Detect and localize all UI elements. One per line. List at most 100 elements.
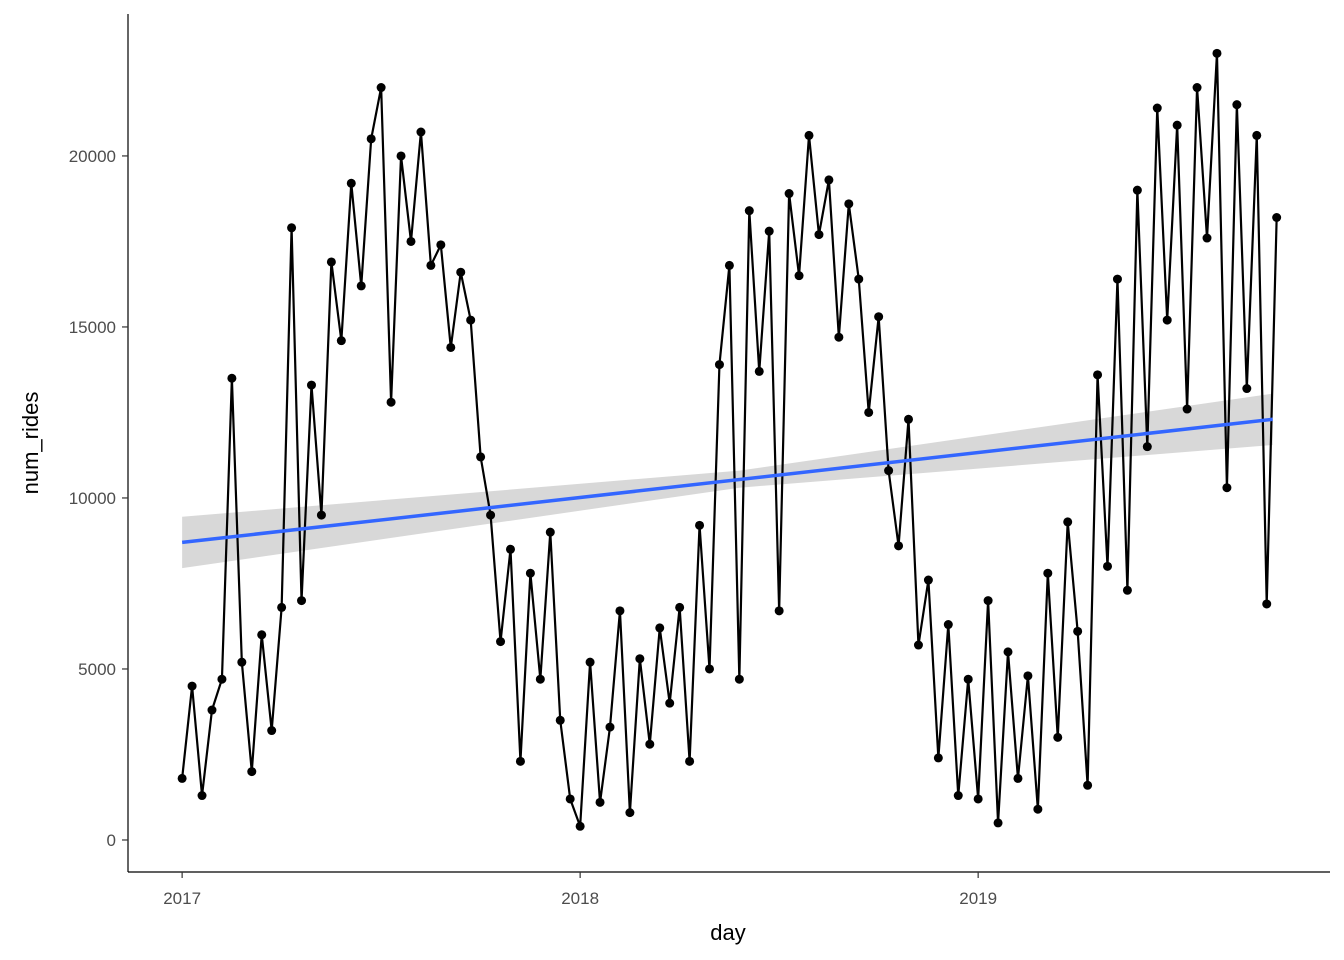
data-point	[923, 575, 933, 585]
data-point	[187, 681, 197, 691]
data-point	[1232, 100, 1242, 110]
data-point	[1093, 370, 1103, 380]
data-point	[615, 606, 625, 616]
x-axis-title: day	[710, 920, 745, 945]
data-point	[724, 260, 734, 270]
data-point	[416, 127, 426, 137]
data-point	[386, 397, 396, 407]
x-tick-label: 2017	[163, 889, 201, 908]
data-point	[1212, 48, 1222, 58]
data-point	[714, 360, 724, 370]
data-point	[864, 407, 874, 417]
data-point	[575, 821, 585, 831]
data-point	[904, 414, 914, 424]
data-point	[406, 236, 416, 246]
data-point	[297, 596, 307, 606]
data-point	[585, 657, 595, 667]
data-point	[346, 178, 356, 188]
data-point	[894, 541, 904, 551]
x-tick-label: 2018	[561, 889, 599, 908]
data-point	[973, 794, 983, 804]
data-point	[1053, 732, 1063, 742]
data-point	[545, 527, 555, 537]
data-point	[436, 240, 446, 250]
data-point	[267, 726, 277, 736]
y-tick-label: 0	[107, 831, 116, 850]
data-point	[326, 257, 336, 267]
y-tick-label: 10000	[69, 489, 116, 508]
data-point	[177, 773, 187, 783]
data-point	[953, 791, 963, 801]
data-point	[217, 674, 227, 684]
data-point	[1122, 585, 1132, 595]
data-point	[287, 223, 297, 233]
data-point	[277, 602, 287, 612]
data-point	[426, 260, 436, 270]
data-point	[1272, 213, 1282, 223]
data-point	[983, 596, 993, 606]
data-point	[1252, 130, 1262, 140]
data-point	[744, 206, 754, 216]
x-tick-label: 2019	[959, 889, 997, 908]
data-point	[1192, 83, 1202, 93]
data-point	[943, 620, 953, 630]
data-point	[476, 452, 486, 462]
data-point	[834, 332, 844, 342]
data-point	[1023, 671, 1033, 681]
data-point	[197, 791, 207, 801]
y-axis-title: num_rides	[18, 392, 43, 495]
data-point	[356, 281, 366, 291]
data-point	[794, 271, 804, 281]
data-point	[366, 134, 376, 144]
data-point	[1073, 626, 1083, 636]
data-point	[486, 510, 496, 520]
data-point	[685, 756, 695, 766]
data-point	[784, 189, 794, 199]
data-point	[993, 818, 1003, 828]
data-point	[675, 602, 685, 612]
data-point	[963, 674, 973, 684]
data-point	[1182, 404, 1192, 414]
data-point	[605, 722, 615, 732]
data-point	[1222, 483, 1232, 493]
data-point	[655, 623, 665, 633]
y-tick-label: 20000	[69, 147, 116, 166]
data-point	[247, 767, 257, 777]
data-point	[1262, 599, 1272, 609]
data-point	[635, 654, 645, 664]
data-point	[844, 199, 854, 209]
data-point	[1112, 274, 1122, 284]
data-point	[704, 664, 714, 674]
data-point	[754, 366, 764, 376]
data-point	[336, 336, 346, 346]
data-point	[376, 83, 386, 93]
data-point	[1083, 780, 1093, 790]
y-tick-label: 5000	[78, 660, 116, 679]
data-point	[446, 342, 456, 352]
data-point	[1063, 517, 1073, 527]
data-point	[695, 520, 705, 530]
data-point	[874, 312, 884, 322]
data-point	[625, 808, 635, 818]
data-point	[1043, 568, 1053, 578]
data-point	[1003, 647, 1013, 657]
data-point	[1103, 561, 1113, 571]
data-point	[1033, 804, 1043, 814]
data-point	[1172, 120, 1182, 130]
data-point	[207, 705, 217, 715]
data-point	[774, 606, 784, 616]
data-point	[1202, 233, 1212, 243]
data-point	[555, 715, 565, 725]
data-point	[316, 510, 326, 520]
data-point	[227, 373, 237, 383]
data-point	[1132, 185, 1142, 195]
data-point	[824, 175, 834, 185]
data-point	[933, 753, 943, 763]
data-point	[645, 739, 655, 749]
data-point	[1242, 384, 1252, 394]
data-point	[814, 230, 824, 240]
data-point	[764, 226, 774, 236]
data-point	[257, 630, 267, 640]
data-point	[665, 698, 675, 708]
